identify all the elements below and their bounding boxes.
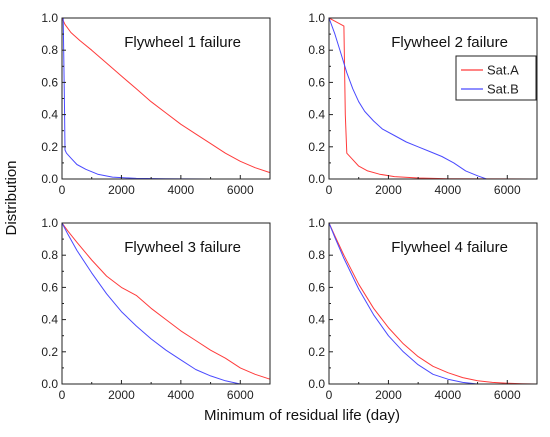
panel-1: 0.0 0.2 0.4 0.6 0.8 1.0 0 2000 4000 6000 Flywheel … (41, 11, 271, 197)
x-tick-label: 6000 (227, 183, 254, 197)
y-tick-label: 0.6 (308, 75, 325, 89)
y-tick-label: 0.0 (308, 377, 325, 391)
y-tick-label: 0.2 (308, 140, 325, 154)
x-tick-label: 6000 (494, 388, 521, 402)
series-line-satb-panel-2 (328, 17, 537, 180)
x-tick-label: 6000 (494, 183, 521, 197)
y-tick-label: 1.0 (41, 216, 58, 230)
series-line-sata-panel-2 (328, 17, 538, 180)
y-tick-label: 0.8 (41, 248, 58, 262)
x-tick-label: 6000 (227, 388, 254, 402)
y-tick-label: 0.4 (41, 108, 58, 122)
x-tick-label: 2000 (108, 388, 135, 402)
x-tick-label: 0 (59, 183, 66, 197)
y-tick-label: 0.0 (41, 172, 58, 186)
panel-2: 0.0 0.2 0.4 0.6 0.8 1.0 0 2000 4000 6000 Flywheel … (308, 11, 538, 197)
y-tick-label: 0.8 (308, 248, 325, 262)
panel-title: Flywheel 1 failure (124, 34, 241, 51)
y-tick-label: 1.0 (41, 11, 58, 25)
y-tick-label: 1.0 (308, 11, 325, 25)
y-tick-label: 0.8 (41, 43, 58, 57)
series-line-satb-panel-4 (328, 222, 537, 385)
y-tick-label: 1.0 (308, 216, 325, 230)
y-tick-label: 0.0 (308, 172, 325, 186)
y-tick-label: 0.4 (308, 108, 325, 122)
y-tick-label: 0.6 (308, 280, 325, 294)
x-tick-label: 4000 (435, 388, 462, 402)
panel-title: Flywheel 4 failure (391, 239, 508, 256)
series-line-sata-panel-4 (328, 222, 538, 385)
legend-label: Sat.A (487, 63, 519, 78)
panel-title: Flywheel 2 failure (391, 34, 508, 51)
y-tick-label: 0.8 (308, 43, 325, 57)
y-tick-label: 0.2 (41, 345, 58, 359)
x-tick-label: 4000 (435, 183, 462, 197)
x-tick-label: 0 (59, 388, 66, 402)
legend: Sat.A Sat.B (455, 55, 537, 101)
x-tick-label: 0 (326, 388, 333, 402)
panel-3: 0.0 0.2 0.4 0.6 0.8 1.0 0 2000 4000 6000 Flywheel … (41, 216, 271, 402)
x-axis-label: Minimum of residual life (day) (204, 407, 400, 424)
x-tick-label: 2000 (375, 183, 402, 197)
panels: 0.0 0.2 0.4 0.6 0.8 1.0 0 2000 4000 6000 Flywheel … (41, 11, 538, 402)
panel-4: 0.0 0.2 0.4 0.6 0.8 1.0 0 2000 4000 6000 Flywheel … (308, 216, 538, 402)
y-tick-label: 0.2 (41, 140, 58, 154)
x-tick-label: 2000 (375, 388, 402, 402)
series-line-satb-panel-3 (61, 222, 270, 385)
legend-label: Sat.B (487, 82, 519, 97)
y-tick-label: 0.6 (41, 280, 58, 294)
series-line-sata-panel-3 (61, 222, 271, 380)
y-tick-label: 0.4 (41, 313, 58, 327)
x-tick-label: 4000 (168, 183, 195, 197)
y-axis-label: Distribution (3, 160, 20, 235)
x-tick-label: 2000 (108, 183, 135, 197)
y-tick-label: 0.0 (41, 377, 58, 391)
legend-box (455, 55, 537, 101)
series-line-sata-panel-1 (61, 17, 271, 174)
panel-title: Flywheel 3 failure (124, 239, 241, 256)
y-tick-label: 0.6 (41, 75, 58, 89)
y-tick-label: 0.4 (308, 313, 325, 327)
x-tick-label: 4000 (168, 388, 195, 402)
x-tick-label: 0 (326, 183, 333, 197)
y-tick-label: 0.2 (308, 345, 325, 359)
